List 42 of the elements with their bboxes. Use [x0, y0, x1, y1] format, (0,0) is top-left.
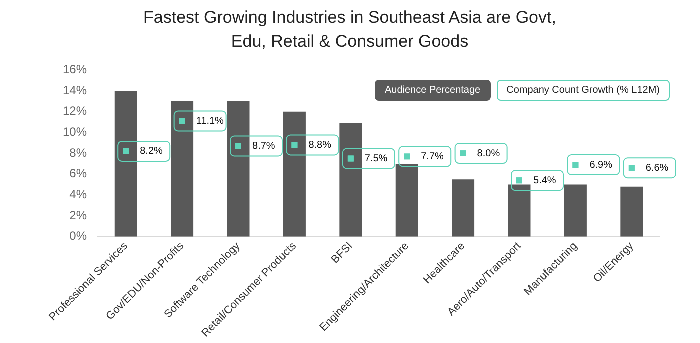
data-label: 7.5%	[364, 154, 388, 164]
point	[628, 165, 635, 172]
data-label: 8.2%	[140, 146, 164, 158]
bar	[396, 164, 418, 237]
bar	[564, 184, 587, 237]
data-label: 6.6%	[646, 162, 669, 174]
point	[348, 156, 354, 162]
point	[179, 118, 186, 124]
y-tick-label: 12%	[62, 104, 88, 118]
data-label: 8.0%	[477, 148, 500, 160]
chart-title: Fastest Growing Industries in Southeast Asia are Govt, Edu, Retail & Consumer Goods	[142, 7, 558, 53]
bar	[171, 101, 194, 237]
bar	[452, 180, 475, 237]
point	[516, 178, 522, 184]
bar	[620, 186, 644, 237]
data-label: 6.9%	[590, 160, 613, 171]
point	[123, 148, 130, 154]
point	[236, 143, 242, 150]
y-tick-label: 8%	[70, 146, 88, 160]
y-tick-label: 14%	[62, 83, 88, 98]
bar	[283, 112, 306, 237]
text: Company Count Growth (% L12M)	[496, 80, 670, 101]
y-tick-label: 4%	[70, 188, 88, 202]
bar	[340, 123, 362, 237]
y-tick-label: 6%	[70, 166, 88, 181]
data-label: 8.7%	[252, 141, 276, 152]
data-label: 5.4%	[534, 175, 556, 186]
y-tick-label: 2%	[70, 208, 88, 222]
data-label: 7.7%	[421, 151, 444, 162]
data-label: 11.1%	[196, 116, 224, 127]
text: Audience Percentage	[374, 80, 491, 101]
bar	[227, 101, 250, 237]
point	[572, 162, 579, 168]
point	[460, 150, 466, 157]
point	[292, 142, 298, 148]
y-tick-label: 16%	[62, 62, 88, 77]
bar	[114, 91, 138, 237]
data-label: 8.8%	[308, 140, 332, 151]
y-tick-label: 10%	[62, 125, 88, 140]
bar	[508, 184, 531, 237]
y-tick-label: 0%	[70, 229, 88, 244]
point	[404, 154, 410, 160]
